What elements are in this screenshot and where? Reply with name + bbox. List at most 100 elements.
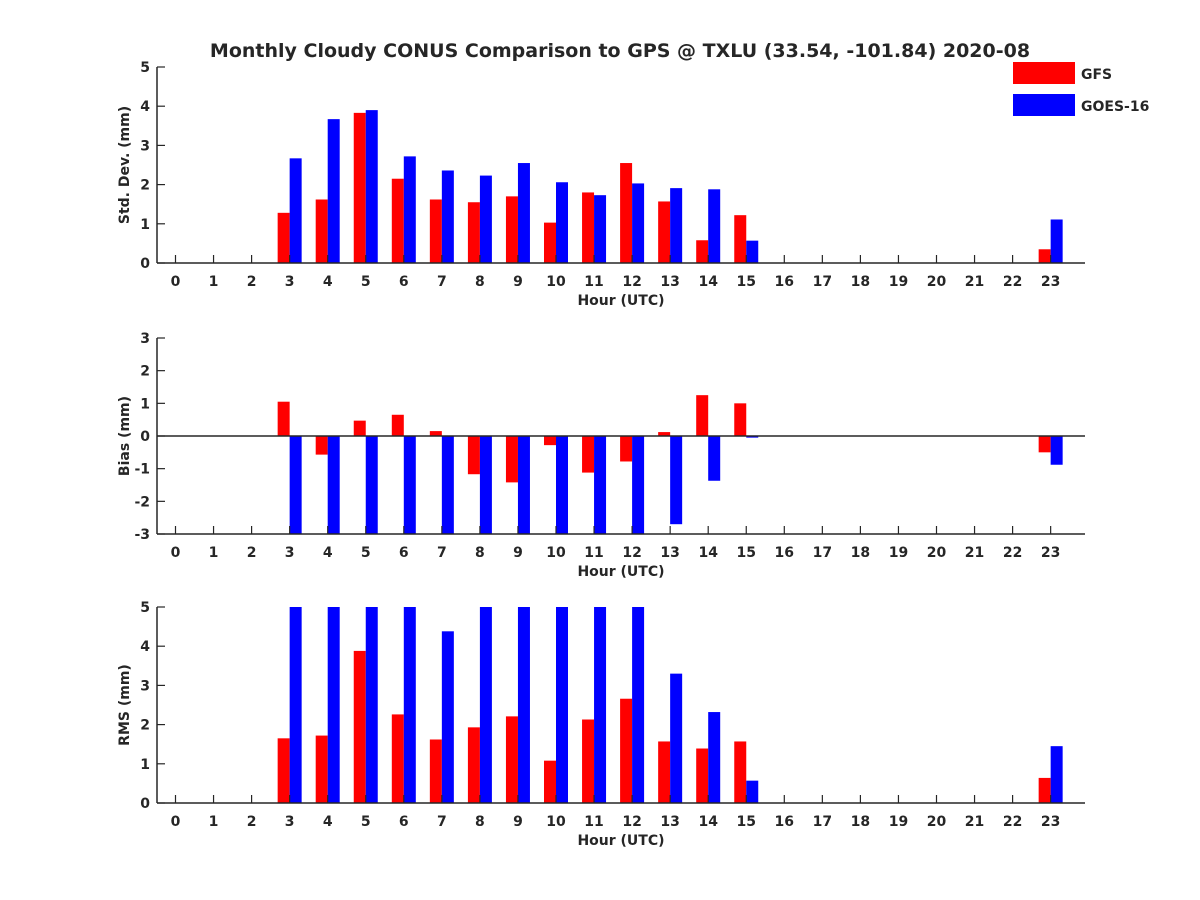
x-tick-label: 10 bbox=[546, 274, 566, 290]
bar-gfs-hour-23 bbox=[1038, 249, 1051, 263]
x-axis-label: Hour (UTC) bbox=[577, 293, 664, 309]
y-tick-label: 0 bbox=[140, 429, 150, 445]
x-tick-label: 17 bbox=[813, 814, 832, 830]
x-tick-label: 3 bbox=[285, 545, 295, 561]
x-tick-label: 20 bbox=[927, 814, 947, 830]
x-tick-label: 21 bbox=[965, 814, 984, 830]
bar-goes-16-hour-14 bbox=[708, 712, 721, 803]
bar-goes-16-hour-4 bbox=[327, 119, 340, 263]
x-tick-label: 11 bbox=[584, 274, 603, 290]
y-tick-label: 1 bbox=[140, 396, 150, 412]
y-tick-label: 5 bbox=[140, 600, 150, 616]
bar-gfs-hour-13 bbox=[658, 741, 671, 803]
bar-gfs-hour-5 bbox=[353, 420, 366, 436]
x-tick-label: 23 bbox=[1041, 814, 1060, 830]
x-tick-label: 5 bbox=[361, 814, 371, 830]
x-tick-label: 21 bbox=[965, 274, 984, 290]
x-tick-label: 9 bbox=[513, 814, 523, 830]
x-tick-label: 15 bbox=[737, 814, 756, 830]
bar-goes-16-hour-9 bbox=[517, 436, 530, 534]
x-tick-label: 1 bbox=[209, 814, 219, 830]
bar-gfs-hour-6 bbox=[391, 178, 404, 263]
x-tick-label: 21 bbox=[965, 545, 984, 561]
bar-gfs-hour-23 bbox=[1038, 436, 1051, 453]
x-tick-label: 12 bbox=[622, 814, 641, 830]
x-tick-label: 19 bbox=[889, 814, 908, 830]
y-tick-label: -2 bbox=[134, 494, 150, 510]
y-tick-label: 4 bbox=[140, 99, 150, 115]
x-tick-label: 10 bbox=[546, 814, 566, 830]
bar-gfs-hour-3 bbox=[277, 212, 290, 263]
bar-goes-16-hour-10 bbox=[556, 436, 568, 534]
bar-gfs-hour-7 bbox=[429, 739, 442, 803]
bar-gfs-hour-7 bbox=[429, 199, 442, 263]
bar-gfs-hour-12 bbox=[620, 698, 633, 803]
x-tick-label: 19 bbox=[889, 274, 908, 290]
x-tick-label: 0 bbox=[171, 545, 181, 561]
x-tick-label: 11 bbox=[584, 545, 603, 561]
bar-goes-16-hour-14 bbox=[708, 189, 721, 263]
bar-goes-16-hour-4 bbox=[327, 436, 340, 534]
x-tick-label: 4 bbox=[323, 814, 333, 830]
bar-goes-16-hour-10 bbox=[556, 607, 568, 803]
x-tick-label: 7 bbox=[437, 814, 447, 830]
x-tick-label: 22 bbox=[1003, 545, 1022, 561]
bar-gfs-hour-12 bbox=[620, 163, 633, 263]
bar-goes-16-hour-6 bbox=[403, 607, 416, 803]
bar-goes-16-hour-23 bbox=[1050, 746, 1063, 803]
bar-goes-16-hour-13 bbox=[670, 188, 683, 263]
bar-goes-16-hour-8 bbox=[479, 607, 492, 803]
bar-gfs-hour-6 bbox=[391, 414, 404, 436]
bar-goes-16-hour-23 bbox=[1050, 436, 1063, 465]
bar-goes-16-hour-7 bbox=[441, 631, 454, 803]
y-tick-label: 3 bbox=[140, 678, 150, 694]
x-tick-label: 6 bbox=[399, 545, 409, 561]
bar-gfs-hour-23 bbox=[1038, 777, 1051, 803]
y-tick-label: 0 bbox=[140, 796, 150, 812]
bar-gfs-hour-11 bbox=[582, 436, 595, 473]
x-tick-label: 3 bbox=[285, 814, 295, 830]
bar-goes-16-hour-23 bbox=[1050, 219, 1063, 263]
bar-goes-16-hour-12 bbox=[632, 436, 645, 534]
x-tick-label: 14 bbox=[698, 814, 718, 830]
y-tick-label: 3 bbox=[140, 331, 150, 347]
x-tick-label: 22 bbox=[1003, 274, 1022, 290]
bar-goes-16-hour-8 bbox=[479, 175, 492, 263]
y-tick-label: 2 bbox=[140, 178, 150, 194]
legend-swatch-gfs bbox=[1013, 62, 1075, 84]
bar-gfs-hour-14 bbox=[696, 240, 709, 263]
bar-goes-16-hour-11 bbox=[594, 195, 607, 263]
x-axis-label: Hour (UTC) bbox=[577, 564, 664, 580]
bar-gfs-hour-10 bbox=[544, 222, 556, 263]
x-tick-label: 23 bbox=[1041, 545, 1060, 561]
x-tick-label: 20 bbox=[927, 545, 947, 561]
x-tick-label: 8 bbox=[475, 814, 485, 830]
x-tick-label: 14 bbox=[698, 274, 718, 290]
y-tick-label: 4 bbox=[140, 639, 150, 655]
bar-gfs-hour-10 bbox=[544, 436, 556, 446]
bar-gfs-hour-4 bbox=[315, 735, 328, 803]
bar-gfs-hour-15 bbox=[734, 215, 747, 263]
bar-goes-16-hour-5 bbox=[365, 607, 378, 803]
bar-gfs-hour-13 bbox=[658, 432, 671, 436]
y-tick-label: 1 bbox=[140, 217, 150, 233]
bar-gfs-hour-3 bbox=[277, 401, 290, 436]
bar-goes-16-hour-11 bbox=[594, 607, 607, 803]
y-tick-label: 1 bbox=[140, 757, 150, 773]
legend-swatch-goes16 bbox=[1013, 94, 1075, 116]
x-tick-label: 13 bbox=[660, 814, 679, 830]
x-tick-label: 3 bbox=[285, 274, 295, 290]
x-tick-label: 9 bbox=[513, 274, 523, 290]
x-tick-label: 20 bbox=[927, 274, 947, 290]
bar-gfs-hour-10 bbox=[544, 760, 556, 803]
y-tick-label: -3 bbox=[134, 527, 150, 543]
bar-goes-16-hour-15 bbox=[746, 436, 759, 438]
x-tick-label: 7 bbox=[437, 545, 447, 561]
bar-gfs-hour-4 bbox=[315, 436, 328, 455]
y-tick-label: 5 bbox=[140, 60, 150, 76]
y-tick-label: 2 bbox=[140, 364, 150, 380]
